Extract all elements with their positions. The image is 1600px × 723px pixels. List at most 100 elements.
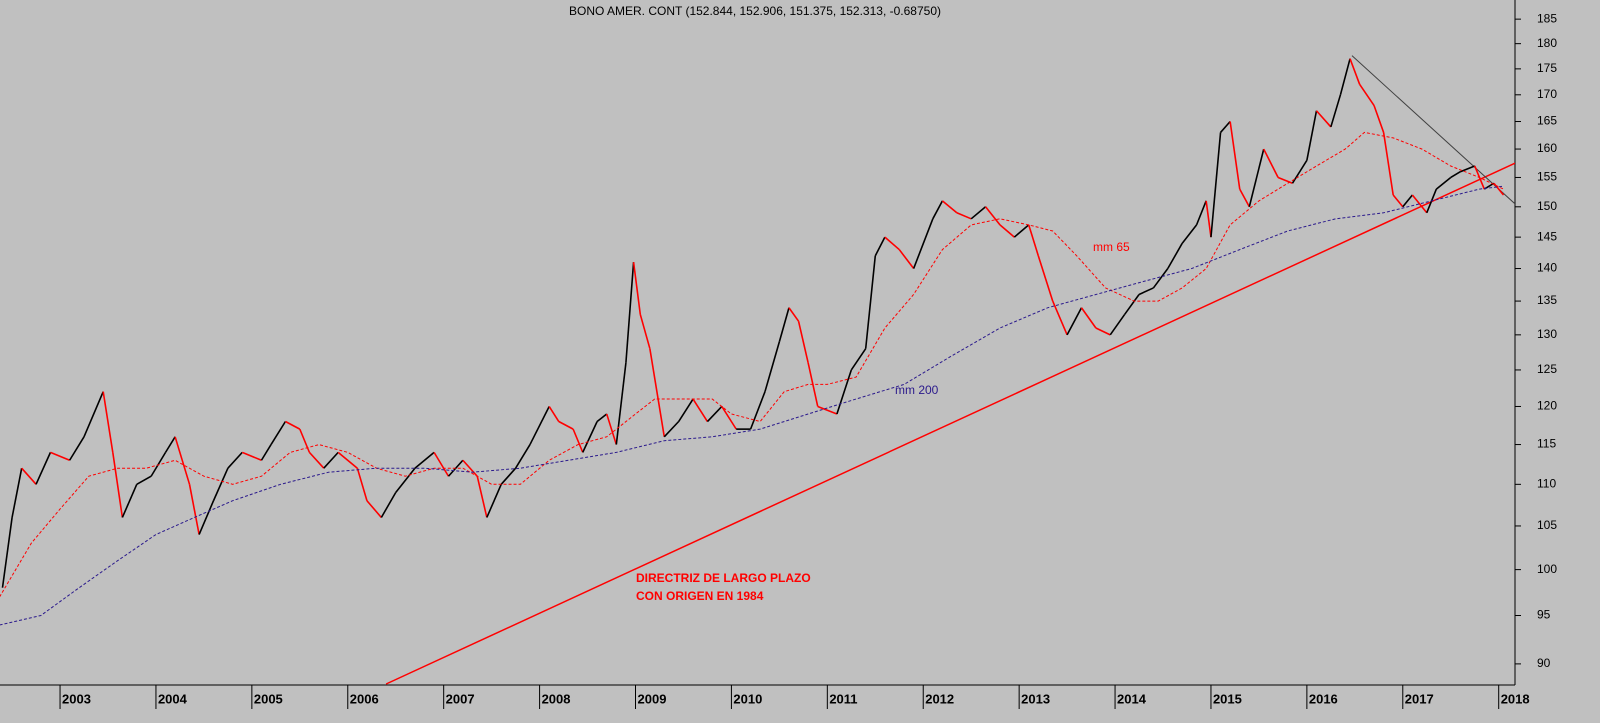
price-segment: [788, 307, 800, 322]
y-tick-label: 125: [1537, 362, 1557, 376]
chart-title: BONO AMER. CONT (152.844, 152.906, 151.3…: [569, 4, 941, 18]
x-tick-label: 2012: [925, 691, 954, 706]
price-segment: [1315, 110, 1332, 128]
price-segment: [270, 421, 287, 445]
y-tick-label: 160: [1537, 141, 1557, 155]
x-tick-label: 2017: [1405, 691, 1434, 706]
price-segment: [1210, 132, 1222, 238]
price-segment: [188, 484, 200, 535]
price-segment: [164, 436, 176, 453]
price-segment: [227, 451, 243, 469]
moving-average: [0, 185, 1504, 626]
price-segment: [285, 420, 301, 430]
price-segment: [817, 405, 838, 415]
price-segment: [11, 468, 23, 518]
price-segment: [1167, 242, 1183, 269]
y-tick-label: 105: [1537, 518, 1557, 532]
price-segment: [212, 467, 229, 502]
x-tick-label: 2013: [1021, 691, 1050, 706]
price-segment: [1181, 224, 1198, 244]
price-segment: [721, 406, 737, 430]
y-tick-label: 90: [1537, 656, 1551, 670]
price-segment: [476, 476, 488, 518]
y-tick-label: 110: [1537, 477, 1556, 491]
price-segment: [615, 362, 627, 445]
y-tick-label: 145: [1537, 229, 1557, 243]
price-segment: [649, 348, 666, 437]
price-segment: [1195, 200, 1207, 226]
price-segment: [1013, 224, 1030, 238]
x-tick-label: 2014: [1117, 691, 1147, 706]
x-tick-label: 2010: [733, 691, 762, 706]
price-segment: [1219, 120, 1231, 133]
price-segment: [1027, 224, 1040, 257]
price-segment: [625, 262, 635, 363]
price-segment: [1330, 94, 1342, 128]
price-segment: [1402, 194, 1413, 208]
price-segment: [1109, 313, 1126, 336]
price-segment: [21, 467, 37, 485]
price-segment: [337, 451, 358, 469]
x-tick-label: 2007: [446, 691, 475, 706]
price-segment: [1248, 148, 1265, 207]
price-segment: [260, 444, 272, 461]
price-segment: [1358, 83, 1375, 106]
y-tick-label: 170: [1537, 87, 1557, 101]
y-tick-label: 155: [1537, 170, 1557, 184]
price-segment: [836, 369, 853, 415]
x-tick-label: 2006: [350, 691, 379, 706]
price-segment: [1037, 255, 1054, 302]
price-segment: [1239, 188, 1251, 208]
price-segment: [677, 398, 694, 422]
y-tick-label: 135: [1537, 293, 1557, 307]
x-tick-label: 2005: [254, 691, 283, 706]
price-segment: [956, 212, 972, 220]
price-segment: [764, 341, 781, 392]
price-segment: [999, 224, 1015, 238]
price-segment: [1205, 200, 1212, 238]
price-segment: [35, 452, 52, 485]
price-segment: [884, 236, 900, 251]
price-segment: [850, 348, 867, 371]
moving-average: [0, 131, 1504, 598]
price-segment: [898, 249, 915, 270]
price-segment: [632, 262, 642, 315]
price-segment: [605, 413, 618, 445]
x-tick-label: 2016: [1309, 691, 1338, 706]
x-tick-label: 2009: [638, 691, 667, 706]
price-segment: [1382, 132, 1394, 196]
price-segment: [414, 451, 435, 469]
price-segment: [121, 484, 138, 518]
y-tick-label: 130: [1537, 327, 1557, 341]
price-segment: [500, 467, 517, 485]
x-axis-labels: 2003 2004 2005 2006 2007 2008 2009 2010 2011 2012…: [62, 691, 1530, 706]
price-segment: [1493, 182, 1505, 196]
price-segment: [1291, 159, 1308, 184]
y-tick-label: 100: [1537, 562, 1557, 576]
price-segment: [706, 405, 723, 423]
price-segment: [864, 255, 877, 349]
price-segment: [941, 200, 958, 214]
price-segment: [932, 200, 944, 220]
y-tick-label: 165: [1537, 114, 1557, 128]
price-segment: [1306, 110, 1318, 161]
price-segment: [1349, 58, 1361, 85]
price-segment: [1373, 105, 1385, 133]
price-segment: [1138, 287, 1154, 296]
price-segment: [1095, 327, 1111, 336]
y-tick-label: 185: [1537, 11, 1557, 25]
price-segment: [50, 451, 70, 461]
price-segment: [433, 451, 450, 477]
price-segment: [514, 444, 531, 469]
trend-line: [1351, 55, 1515, 205]
price-segment: [136, 475, 152, 486]
x-tick-label: 2018: [1501, 691, 1530, 706]
price-segment: [308, 451, 325, 469]
price-segment: [1, 517, 13, 588]
price-segment: [299, 428, 311, 453]
price-segment: [1066, 307, 1083, 336]
price-segment: [572, 428, 584, 453]
x-tick-label: 2004: [158, 691, 188, 706]
price-segment: [486, 484, 502, 518]
